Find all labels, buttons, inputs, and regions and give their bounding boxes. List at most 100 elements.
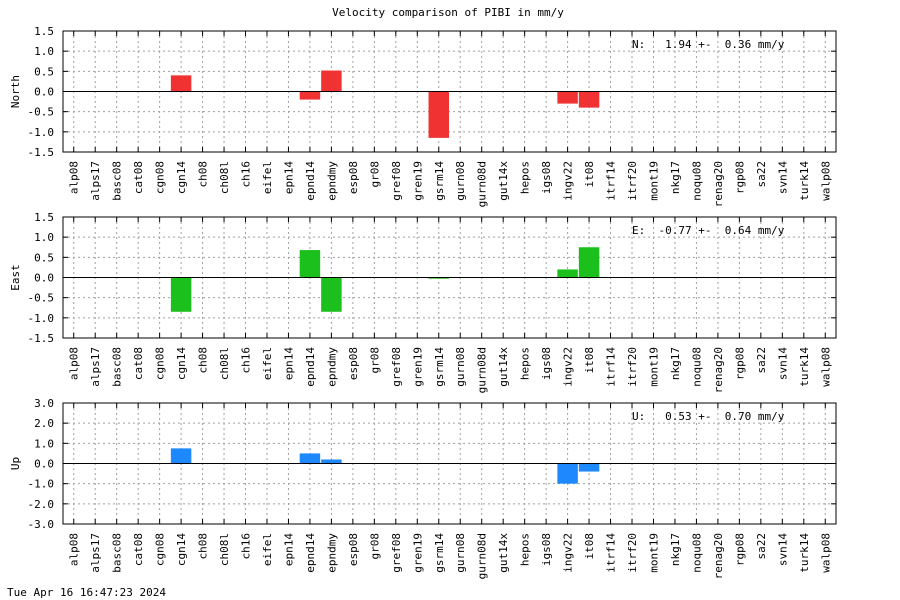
- y-tick-label: -2.0: [28, 498, 55, 511]
- x-tick-label: esp08: [347, 347, 360, 380]
- x-tick-label: ch08: [197, 347, 210, 374]
- y-tick-label: 0.0: [34, 272, 54, 285]
- bar-it08: [578, 247, 600, 278]
- y-tick-label: -0.5: [28, 106, 55, 119]
- x-tick-label: nkg17: [669, 533, 682, 566]
- x-tick-label: renag20: [712, 533, 725, 579]
- x-tick-label: gr08: [368, 533, 381, 560]
- y-tick-label: -1.5: [28, 332, 55, 345]
- x-tick-label: ch16: [240, 347, 253, 374]
- x-tick-label: basc08: [111, 161, 124, 201]
- x-tick-label: ingv22: [562, 347, 575, 387]
- x-tick-label: cgn08: [154, 161, 167, 194]
- x-tick-label: alp08: [68, 161, 81, 194]
- y-tick-label: 1.0: [34, 231, 54, 244]
- x-tick-label: gut14x: [497, 347, 510, 387]
- x-tick-label: walp08: [819, 533, 832, 573]
- bar-cgn14: [170, 277, 192, 312]
- x-tick-label: gurn08: [454, 533, 467, 573]
- x-tick-label: cgn14: [175, 161, 188, 194]
- x-tick-label: itrf14: [605, 347, 618, 387]
- x-tick-label: cat08: [132, 161, 145, 194]
- x-tick-label: cgn14: [175, 533, 188, 566]
- x-tick-label: itrf14: [605, 533, 618, 573]
- x-tick-label: hepos: [519, 161, 532, 194]
- y-tick-label: 0.0: [34, 458, 54, 471]
- x-tick-label: igs08: [540, 161, 553, 194]
- x-tick-label: cgn08: [154, 347, 167, 380]
- y-tick-label: 1.0: [34, 437, 54, 450]
- y-tick-label: 0.5: [34, 251, 54, 264]
- x-tick-label: turk14: [798, 347, 811, 387]
- bar-epnd14: [299, 91, 321, 100]
- y-tick-label: -0.5: [28, 292, 55, 305]
- x-tick-label: noqu08: [690, 533, 703, 573]
- x-tick-label: gurn08d: [476, 533, 489, 579]
- x-tick-label: alps17: [89, 347, 102, 387]
- x-tick-label: ch08l: [218, 533, 231, 566]
- x-tick-label: walp08: [819, 161, 832, 201]
- x-tick-label: gref08: [390, 347, 403, 387]
- bar-epnd14: [299, 453, 321, 464]
- x-tick-label: itrf14: [605, 161, 618, 201]
- bar-epndmy: [321, 70, 342, 92]
- x-tick-label: alp08: [68, 347, 81, 380]
- x-tick-label: gref08: [390, 161, 403, 201]
- x-tick-label: cgn08: [154, 533, 167, 566]
- stats-annotation: N: 1.94 +- 0.36 mm/y: [632, 38, 785, 51]
- x-tick-label: igs08: [540, 347, 553, 380]
- x-tick-label: igs08: [540, 533, 553, 566]
- x-tick-label: mont19: [647, 161, 660, 201]
- x-tick-label: rgp08: [733, 347, 746, 380]
- x-tick-label: alps17: [89, 161, 102, 201]
- x-tick-label: itrf20: [626, 161, 639, 201]
- y-tick-label: -1.0: [28, 312, 55, 325]
- x-tick-label: turk14: [798, 161, 811, 201]
- x-tick-label: esp08: [347, 161, 360, 194]
- x-tick-label: gr08: [368, 161, 381, 188]
- x-tick-label: ch08l: [218, 161, 231, 194]
- x-tick-label: gr08: [368, 347, 381, 374]
- bar-epnd14: [299, 250, 321, 278]
- bar-epndmy: [321, 277, 342, 312]
- x-tick-label: epnd14: [304, 161, 317, 201]
- x-tick-label: gurn08: [454, 161, 467, 201]
- y-axis-label: Up: [9, 457, 22, 470]
- x-tick-label: rgp08: [733, 533, 746, 566]
- bar-cgn14: [170, 75, 192, 92]
- x-tick-label: gurn08: [454, 347, 467, 387]
- x-tick-label: itrf20: [626, 533, 639, 573]
- x-tick-label: ch16: [240, 161, 253, 188]
- x-tick-label: ch08l: [218, 347, 231, 380]
- chart-panels: 1.5 1.0 0.5 0.0 -0.5 -1.0 -1.5 alp08 alps17 basc0…: [9, 25, 837, 579]
- x-tick-label: turk14: [798, 533, 811, 573]
- bar-ingv22: [557, 463, 578, 484]
- x-tick-label: epn14: [282, 533, 295, 566]
- x-tick-label: gref08: [390, 533, 403, 573]
- y-tick-label: 1.0: [34, 45, 54, 58]
- plot-frame: [62, 402, 837, 525]
- x-tick-label: renag20: [712, 161, 725, 207]
- x-tick-label: epnd14: [304, 347, 317, 387]
- x-tick-label: nkg17: [669, 347, 682, 380]
- x-tick-label: cgn14: [175, 347, 188, 380]
- x-tick-label: gsrm14: [433, 161, 446, 201]
- y-tick-label: -1.5: [28, 146, 55, 159]
- plot-frame: [62, 30, 837, 153]
- x-tick-label: hepos: [519, 347, 532, 380]
- x-tick-label: noqu08: [690, 347, 703, 387]
- x-tick-label: hepos: [519, 533, 532, 566]
- bar-it08: [578, 463, 600, 472]
- bar-ingv22: [557, 269, 578, 278]
- y-tick-label: 2.0: [34, 417, 54, 430]
- x-tick-label: gurn08d: [476, 347, 489, 393]
- timestamp: Tue Apr 16 16:47:23 2024: [7, 586, 166, 599]
- x-tick-label: svn14: [776, 347, 789, 380]
- x-tick-label: rgp08: [733, 161, 746, 194]
- stats-annotation: U: 0.53 +- 0.70 mm/y: [632, 410, 785, 423]
- bar-gsrm14: [428, 91, 449, 138]
- x-tick-label: renag20: [712, 347, 725, 393]
- x-tick-label: epndmy: [325, 533, 338, 573]
- x-tick-label: gsrm14: [433, 533, 446, 573]
- x-tick-label: it08: [583, 161, 596, 188]
